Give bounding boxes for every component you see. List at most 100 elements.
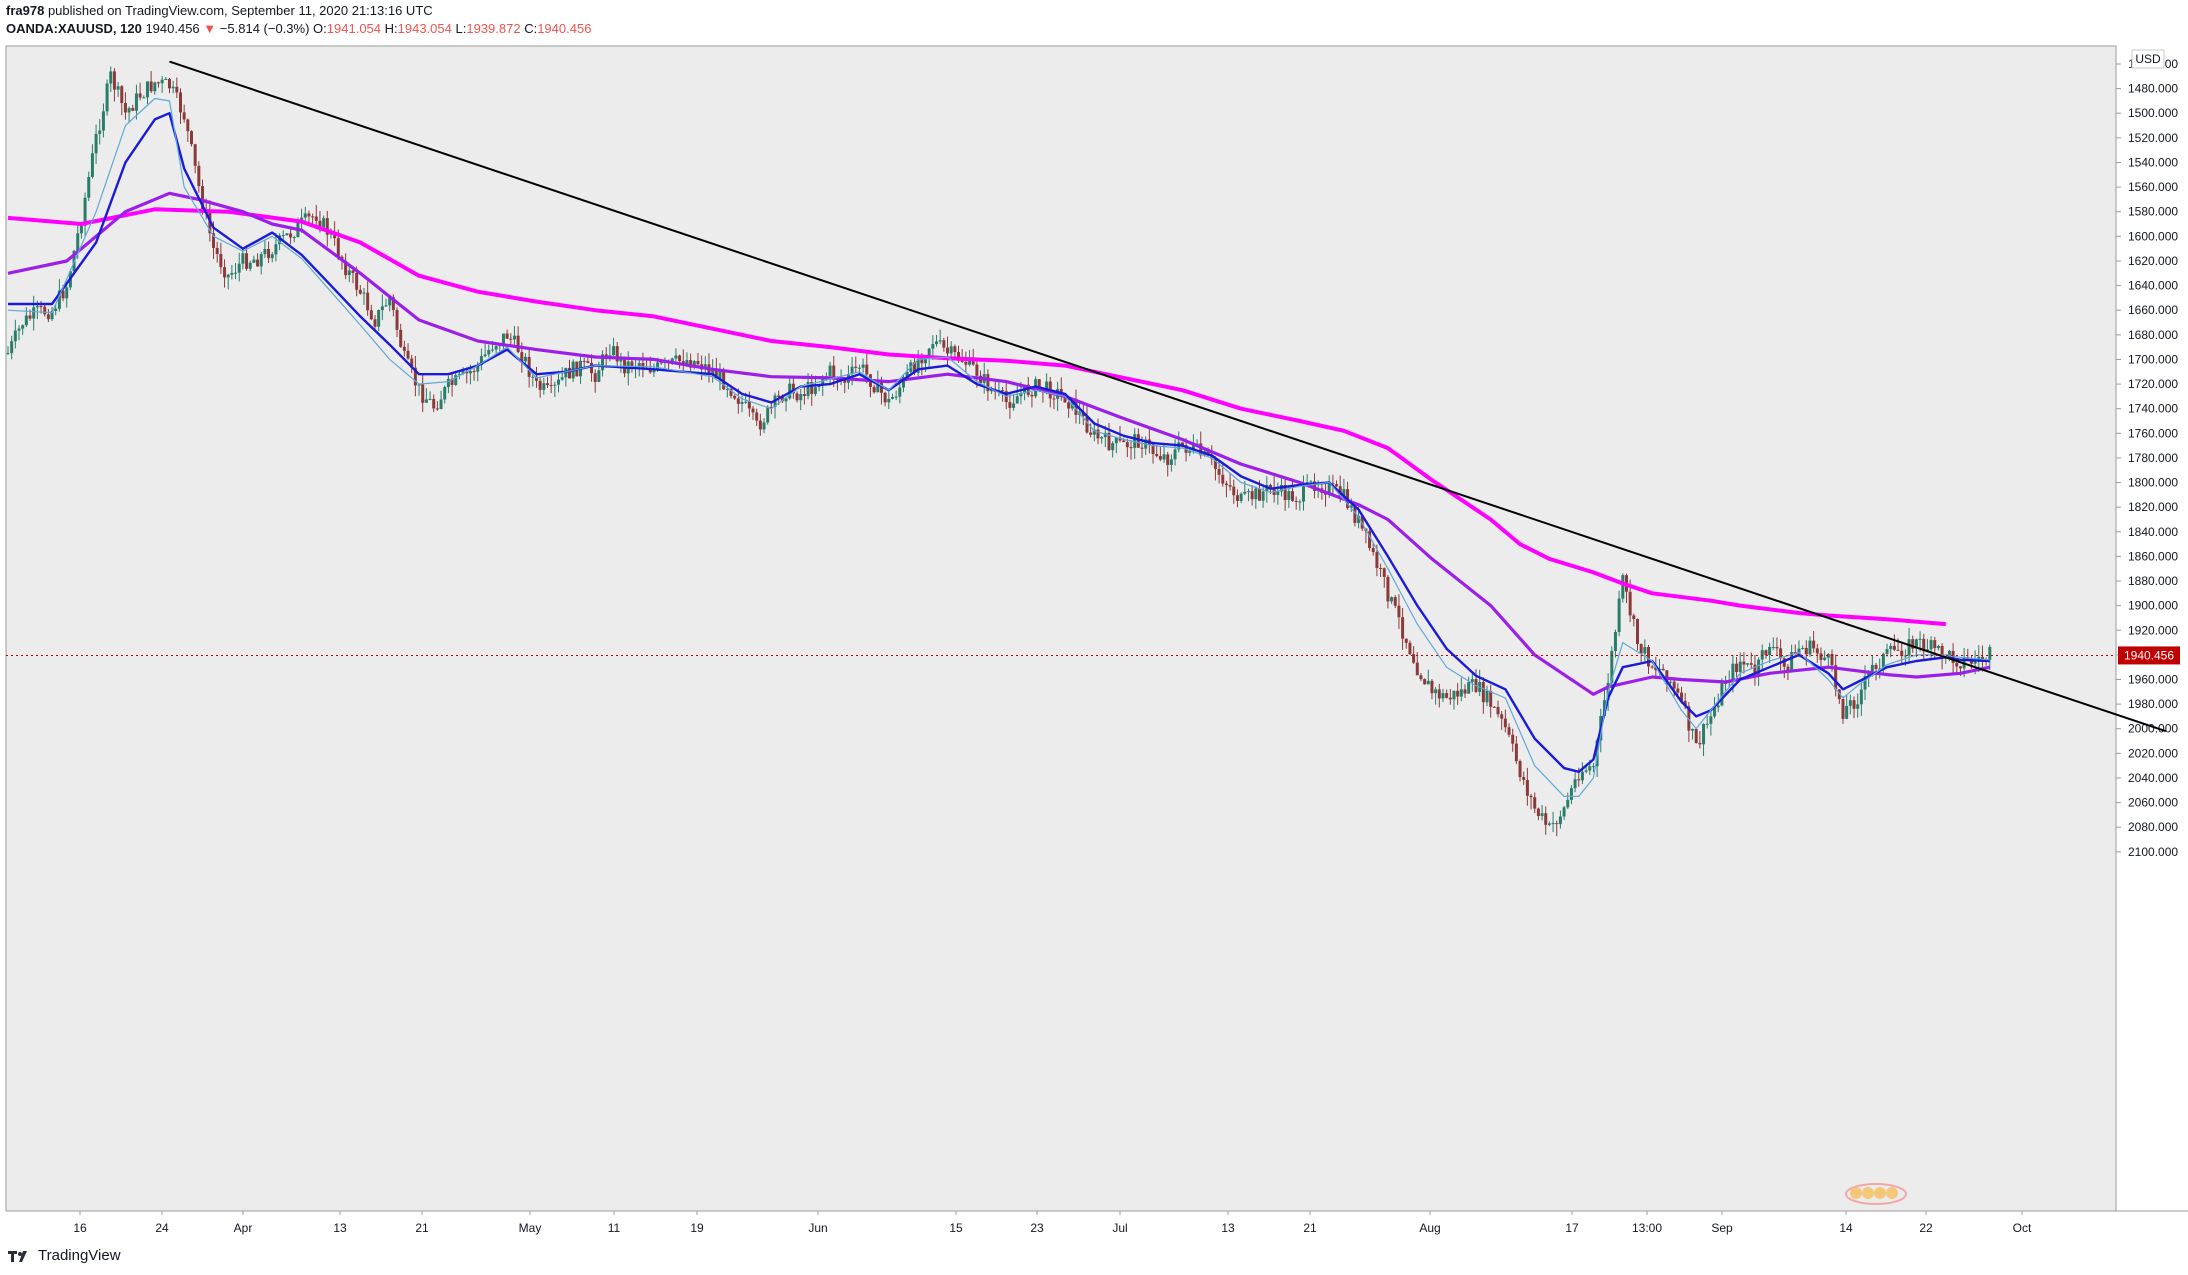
candle-body — [127, 108, 131, 113]
candle-body — [457, 373, 461, 376]
open-value: 1941.054 — [326, 21, 382, 36]
candle-body — [784, 398, 788, 402]
change-arrow-icon: ▼ — [203, 21, 217, 36]
candle-body — [509, 338, 513, 340]
candle-body — [476, 364, 480, 372]
candle-body — [1544, 813, 1548, 825]
y-tick-label: 2000.000 — [2128, 722, 2178, 736]
candle-body — [278, 235, 282, 245]
candle-body — [1390, 597, 1394, 602]
moving-averages — [7, 97, 1991, 797]
candle-body — [1551, 823, 1555, 825]
candle-body — [391, 297, 395, 310]
candle-body — [226, 274, 230, 278]
candle-body — [402, 346, 406, 351]
candle-body — [1397, 605, 1401, 618]
candle-body — [1331, 483, 1335, 485]
candle-body — [744, 401, 748, 403]
candle-body — [138, 93, 142, 98]
candle-body — [843, 379, 847, 383]
candle-body — [483, 354, 487, 357]
candle-body — [553, 384, 557, 386]
candle-body — [1940, 645, 1944, 659]
candle-body — [1349, 505, 1353, 509]
y-axis[interactable]: 1460.0001480.0001500.0001520.0001540.000… — [2116, 57, 2178, 859]
currency-badge[interactable] — [2131, 49, 2165, 69]
candle-body — [1936, 645, 1940, 649]
y-tick-label: 1520.000 — [2128, 131, 2178, 145]
candle-body — [314, 216, 318, 221]
x-tick-label: 16 — [73, 1221, 87, 1235]
candle-body — [523, 356, 527, 362]
candle-body — [1881, 653, 1885, 669]
candle-body — [1577, 779, 1581, 781]
close-value: 1940.456 — [537, 21, 592, 36]
candle-body — [1059, 389, 1063, 394]
candle-body — [817, 385, 821, 388]
candle-body — [1511, 734, 1515, 744]
y-tick-label: 2020.000 — [2128, 746, 2178, 760]
candle-body — [388, 297, 392, 306]
candle-body — [1166, 454, 1170, 465]
candle-body — [1558, 816, 1562, 825]
candle-body — [274, 244, 278, 255]
candle-body — [1140, 447, 1144, 449]
candle-body — [828, 365, 832, 377]
y-tick-label: 1860.000 — [2128, 549, 2178, 563]
symbol-label[interactable]: OANDA:XAUUSD, 120 — [6, 21, 142, 36]
candle-body — [472, 371, 476, 373]
candle-body — [149, 81, 153, 92]
y-tick-label: 1540.000 — [2128, 155, 2178, 169]
y-tick-label: 1760.000 — [2128, 426, 2178, 440]
candle-body — [1173, 449, 1177, 460]
candle-body — [384, 305, 388, 307]
candle-body — [380, 306, 384, 311]
footer-brand[interactable]: TradingView — [38, 1247, 121, 1264]
candle-body — [652, 368, 656, 373]
candle-body — [802, 394, 806, 396]
candle-body — [468, 371, 472, 374]
candle-body — [366, 292, 370, 311]
candle-body — [1870, 664, 1874, 672]
candle-body — [501, 333, 505, 345]
candle-body — [1210, 455, 1214, 459]
y-tick-label: 1960.000 — [2128, 673, 2178, 687]
candle-body — [1235, 495, 1239, 501]
candle-body — [1830, 653, 1834, 666]
candle-body — [362, 292, 366, 294]
candle-body — [1169, 459, 1173, 465]
candle-body — [248, 262, 252, 269]
trendline[interactable] — [169, 60, 2167, 733]
candle-body — [1540, 813, 1544, 816]
candle-body — [733, 395, 737, 399]
author-name[interactable]: fra978 — [6, 3, 45, 18]
candle-body — [1518, 761, 1522, 778]
candle-body — [1514, 743, 1518, 762]
low-label: L: — [455, 21, 467, 36]
candle-body — [358, 289, 362, 294]
x-axis[interactable]: 16 24 Apr 13 21 May 11 19 Jun 15 23 Jul 13 21 Aug 17 13:… — [73, 1211, 2032, 1235]
candle-body — [946, 347, 950, 354]
candle-body — [1089, 432, 1093, 435]
events-icon[interactable] — [1845, 1183, 1907, 1205]
candle-body — [178, 92, 182, 113]
candle-body — [1569, 788, 1573, 800]
candle-body — [755, 412, 759, 421]
candle-body — [1643, 647, 1647, 654]
candle-body — [1918, 638, 1922, 640]
high-label: H: — [384, 21, 398, 36]
candle-body — [101, 111, 105, 131]
candle-body — [766, 406, 770, 423]
trendline-layer[interactable] — [169, 60, 2167, 733]
candle-body — [1911, 639, 1915, 649]
candle-body — [924, 357, 927, 364]
candle-body — [1654, 667, 1658, 671]
candle-body — [479, 356, 483, 365]
candle-body — [1878, 668, 1882, 670]
candle-body — [1661, 668, 1665, 671]
candle-body — [960, 360, 964, 362]
candle-body — [1790, 652, 1794, 671]
candle-body — [1812, 640, 1816, 649]
candle-body — [171, 86, 175, 89]
